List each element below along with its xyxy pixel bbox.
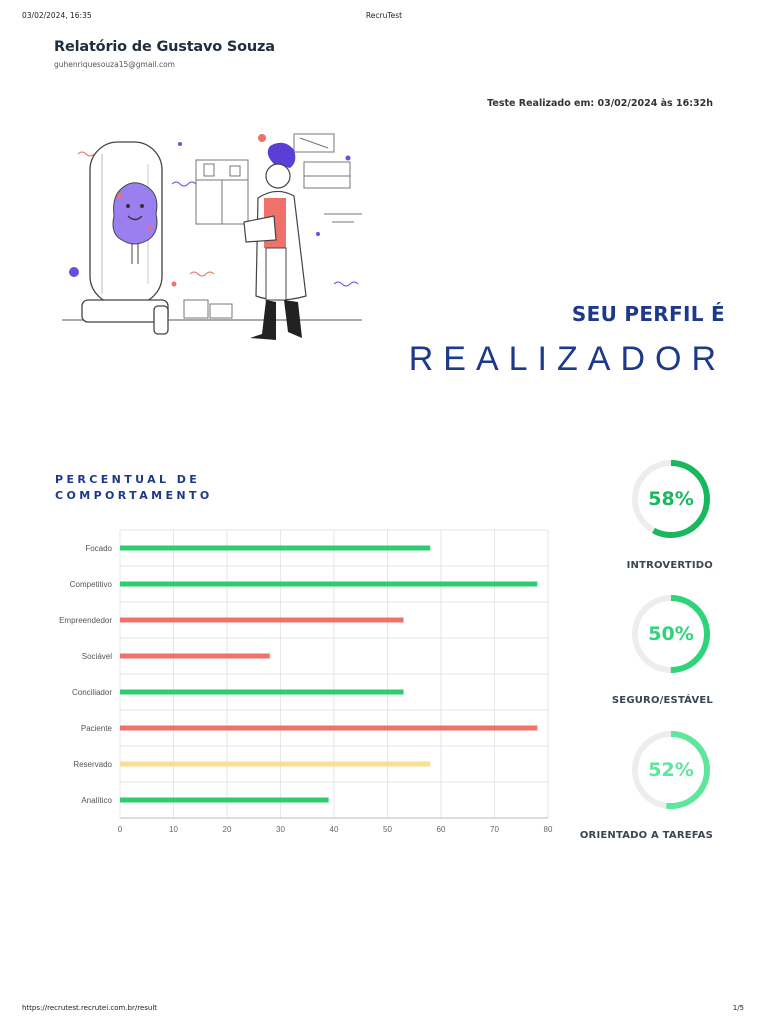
print-header: 03/02/2024, 16:35 RecruTest — [0, 11, 768, 23]
x-tick-label: 80 — [544, 825, 553, 834]
category-label: Conciliador — [72, 688, 112, 697]
bar — [120, 689, 404, 695]
gauge-fill — [632, 595, 710, 673]
print-page-title: RecruTest — [365, 11, 403, 20]
bar — [120, 797, 329, 803]
scientist-illustration — [62, 133, 362, 340]
print-footer: https://recrutest.recrutei.com.br/result… — [0, 1004, 768, 1016]
behavior-bar-chart: 0 10 20 30 40 50 60 70 80 Focado Competitivo Empree… — [59, 529, 553, 834]
x-tick-label: 40 — [330, 825, 339, 834]
x-tick-label: 30 — [276, 825, 285, 834]
category-label: Empreendedor — [59, 616, 112, 625]
category-label: Analítico — [81, 796, 112, 805]
profile-type: REALIZADOR — [408, 340, 726, 378]
gauge-label: ORIENTADO A TAREFAS — [579, 830, 713, 841]
gauge-value: 58% — [648, 488, 694, 510]
donut-gauge: 50% — [628, 591, 714, 677]
bar — [120, 581, 538, 587]
donut-gauge: 52% — [628, 727, 714, 813]
report-email: guhenriquesouza15@gmail.com — [54, 60, 175, 69]
print-datetime: 03/02/2024, 16:35 — [22, 11, 92, 20]
category-label: Focado — [85, 544, 112, 553]
bar — [120, 761, 431, 767]
gauge-ring — [632, 460, 710, 538]
x-tick-label: 10 — [169, 825, 178, 834]
x-tick-label: 50 — [383, 825, 392, 834]
category-label: Sociável — [82, 652, 112, 661]
gauge-fill — [632, 460, 710, 538]
x-tick-label: 60 — [437, 825, 446, 834]
donut-gauge: 58% — [628, 456, 714, 542]
bar — [120, 545, 431, 551]
x-tick-label: 0 — [118, 825, 123, 834]
gauge-value: 52% — [648, 759, 694, 781]
category-label: Paciente — [81, 724, 113, 733]
print-url: https://recrutest.recrutei.com.br/result — [22, 1004, 158, 1012]
category-label: Competitivo — [70, 580, 113, 589]
gauge-fill — [632, 731, 710, 809]
x-tick-label: 20 — [223, 825, 232, 834]
x-tick-label: 70 — [490, 825, 499, 834]
gauge-label: SEGURO/ESTÁVEL — [611, 695, 713, 706]
category-label: Reservado — [73, 760, 112, 769]
bar — [120, 617, 404, 623]
print-page-number: 1/5 — [732, 1004, 744, 1012]
gauge-ring — [632, 595, 710, 673]
section-title: PERCENTUAL DE COMPORTAMENTO — [55, 473, 213, 502]
gauge-value: 50% — [648, 623, 694, 645]
gauge-label: INTROVERTIDO — [626, 560, 713, 571]
profile-label: SEU PERFIL É — [571, 302, 725, 326]
report-title: Relatório de Gustavo Souza — [54, 39, 275, 55]
gauge-ring — [632, 731, 710, 809]
test-date: Teste Realizado em: 03/02/2024 às 16:32h — [487, 98, 713, 109]
bar — [120, 725, 538, 731]
bar — [120, 653, 270, 659]
